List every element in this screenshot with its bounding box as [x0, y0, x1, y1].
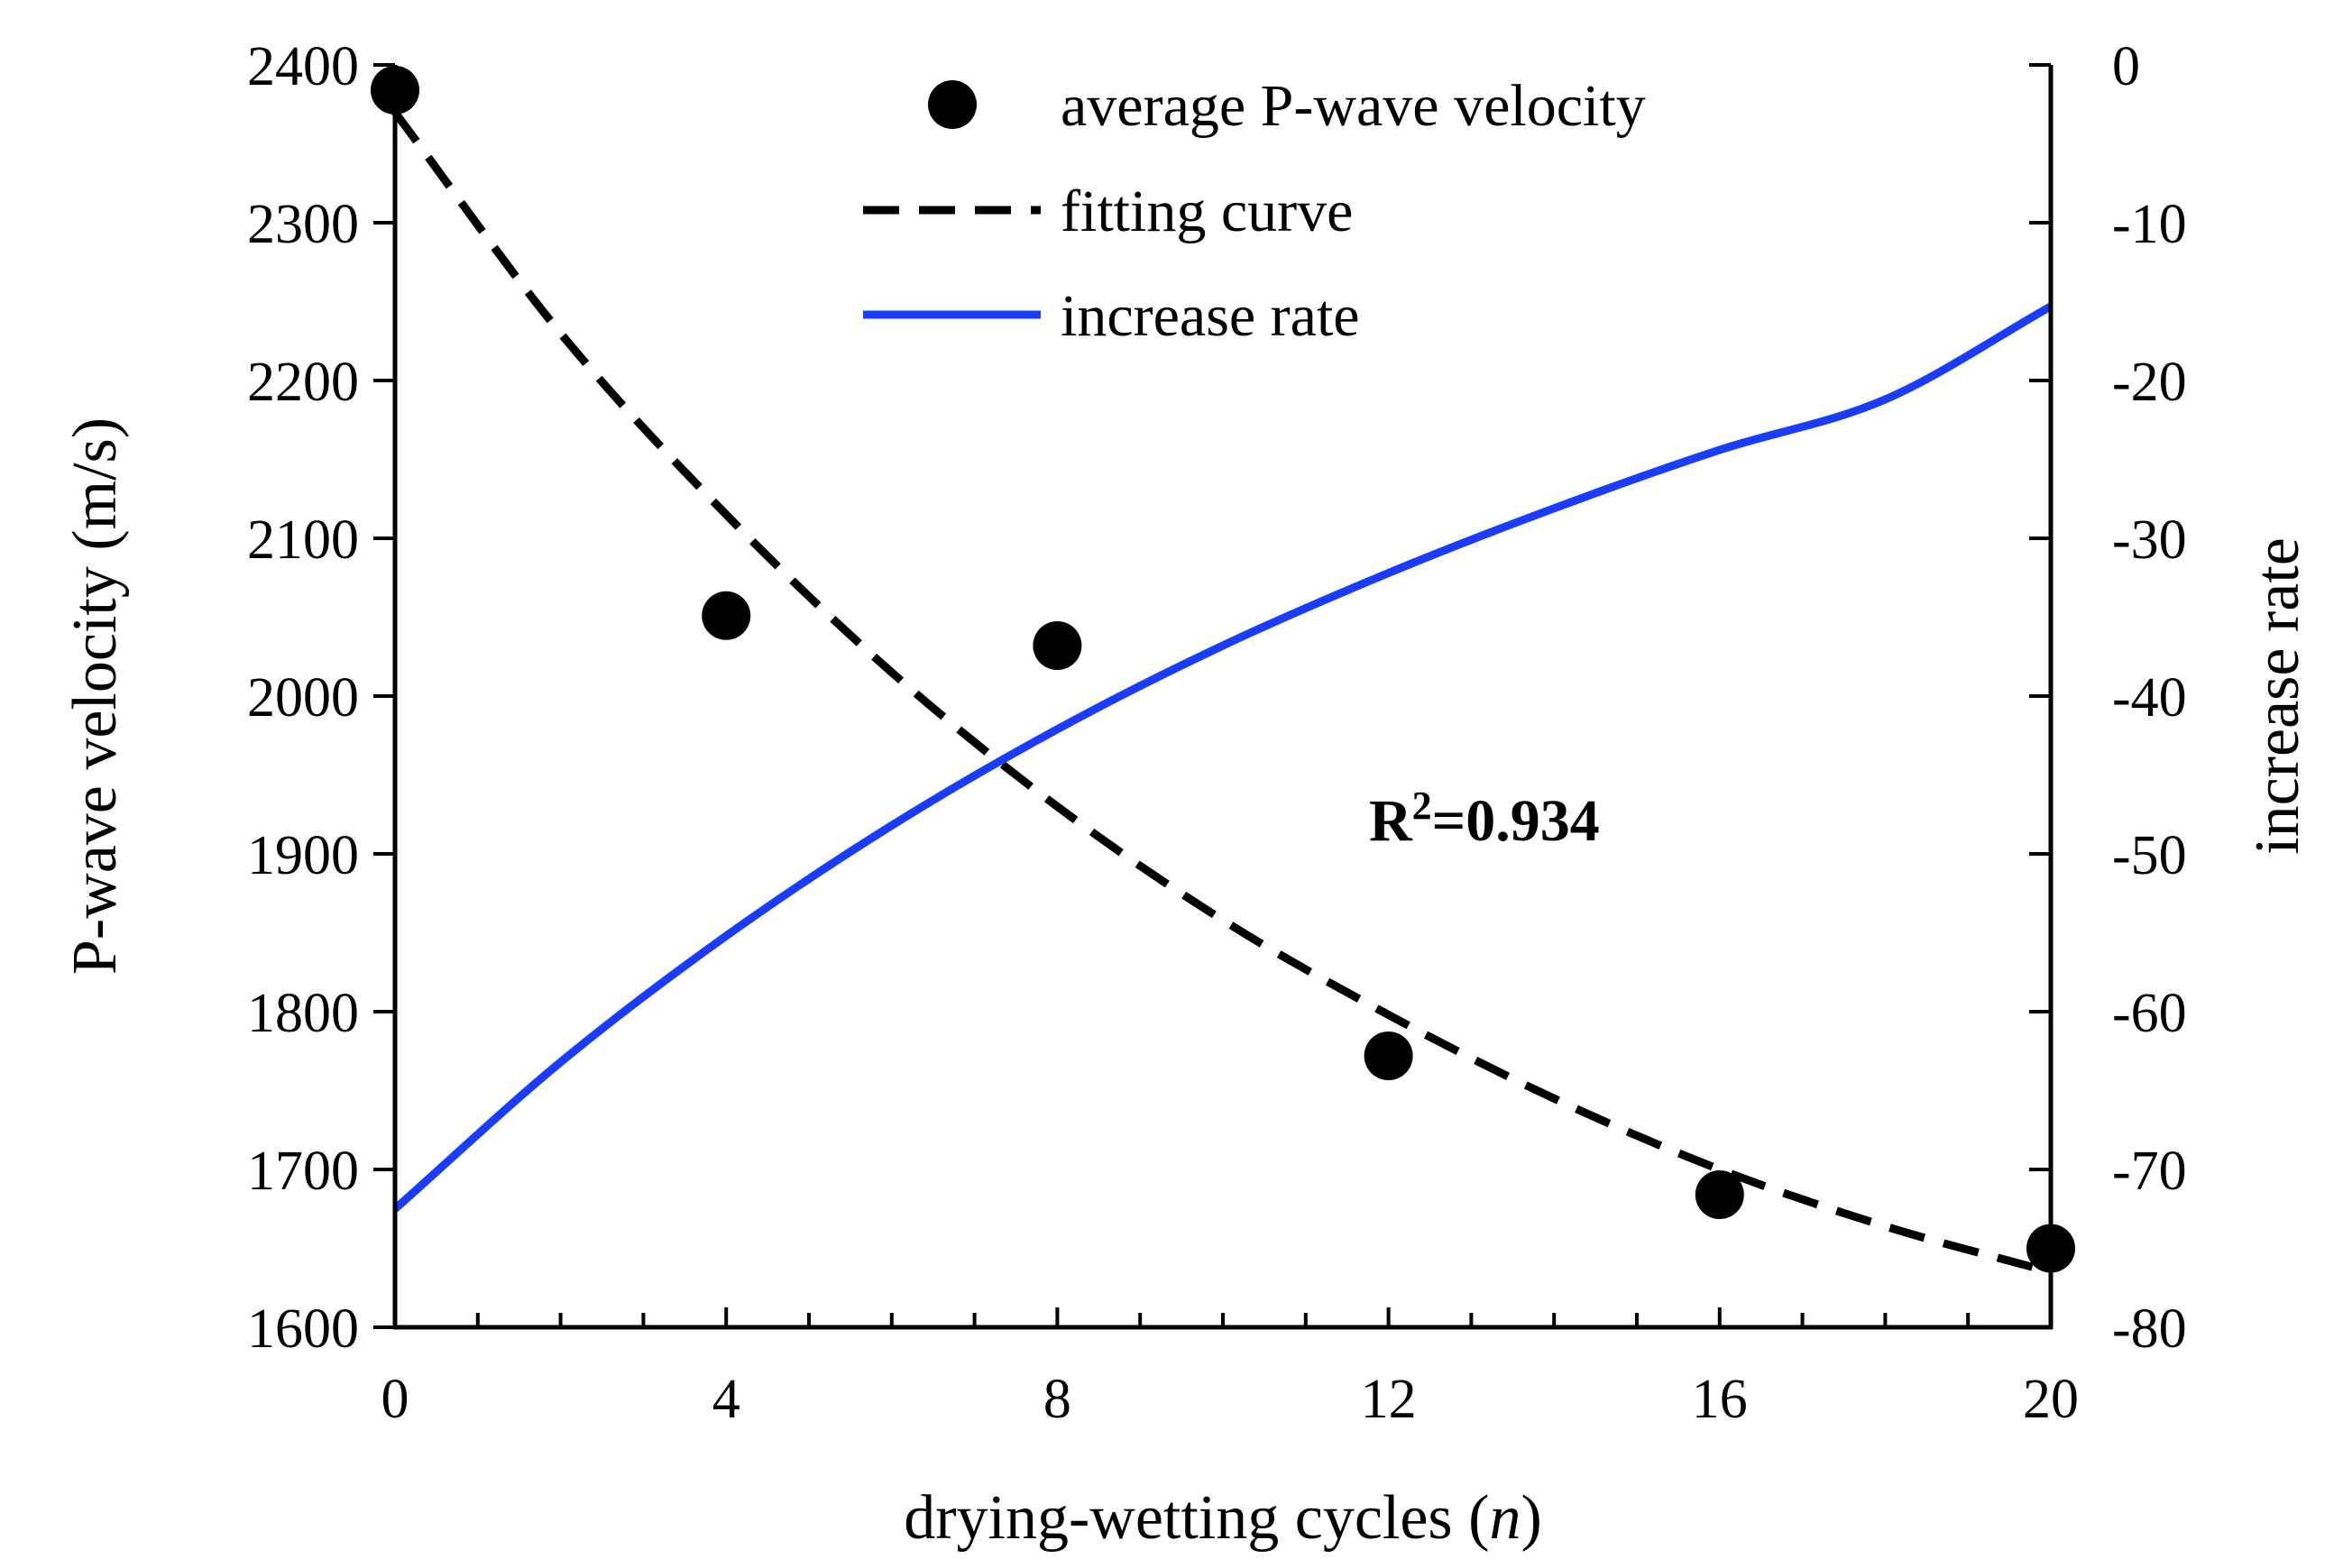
legend-label-scatter: average P-wave velocity: [1061, 73, 1646, 139]
y2-tick-label: -20: [2112, 352, 2187, 413]
data-point: [1695, 1170, 1744, 1219]
y-axis-title: P-wave velocity (m/s): [60, 417, 130, 975]
y-tick-label: 1800: [247, 983, 359, 1044]
y2-tick-label: -30: [2112, 509, 2187, 571]
y2-tick-label: 0: [2112, 36, 2140, 97]
y2-tick-label: -60: [2112, 983, 2187, 1044]
data-point: [1033, 621, 1082, 670]
x-tick-label: 4: [712, 1369, 740, 1430]
increase-rate-layer: [392, 302, 2054, 1213]
increase-rate-line: [392, 302, 2054, 1213]
y2-tick-label: -40: [2112, 667, 2187, 729]
y-tick-label: 2200: [247, 352, 359, 413]
legend-label-fitting: fitting curve: [1061, 179, 1353, 244]
y2-tick-label: -50: [2112, 825, 2187, 886]
y2-tick-label: -70: [2112, 1141, 2187, 1202]
data-point: [702, 591, 751, 640]
y2-tick-label: -80: [2112, 1298, 2187, 1360]
tick-labels: 0 4 8 12 16 20 1600 1700 1800 1900 2000 2100 2200 230…: [247, 36, 2187, 1430]
y-tick-label: 1900: [247, 825, 359, 886]
x-tick-label: 12: [1361, 1369, 1417, 1430]
r-squared-annotation: R2=0.934: [1369, 784, 1600, 854]
data-point: [1364, 1032, 1413, 1080]
fitting-curve-line: [391, 109, 2053, 1277]
y-tick-label: 2100: [247, 509, 359, 571]
y-tick-label: 1600: [247, 1298, 359, 1360]
legend-label-rate: increase rate: [1061, 283, 1360, 349]
y2-axis-title: increase rate: [2243, 537, 2312, 855]
axis-ticks: [373, 63, 2053, 1329]
x-tick-label: 0: [381, 1369, 409, 1430]
legend-marker-scatter: [928, 80, 977, 129]
y-tick-label: 2400: [247, 36, 359, 97]
x-tick-label: 16: [1692, 1369, 1748, 1430]
y-tick-label: 1700: [247, 1141, 359, 1202]
y-tick-label: 2300: [247, 194, 359, 255]
legend: average P-wave velocity fitting curve in…: [863, 73, 1646, 349]
x-tick-label: 8: [1043, 1369, 1071, 1430]
axes: [392, 65, 2054, 1330]
scatter-points: [371, 66, 2075, 1273]
y2-tick-label: -10: [2112, 194, 2187, 255]
x-tick-label: 20: [2023, 1369, 2079, 1430]
x-axis-title: drying-wetting cycles (n): [904, 1483, 1542, 1553]
fitting-curve-layer: [391, 109, 2053, 1277]
y-tick-label: 2000: [247, 667, 359, 729]
